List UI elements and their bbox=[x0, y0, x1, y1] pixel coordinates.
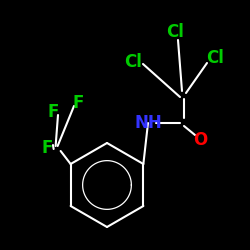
Text: F: F bbox=[41, 139, 53, 157]
Text: F: F bbox=[47, 103, 59, 121]
Text: Cl: Cl bbox=[166, 23, 184, 41]
Text: Cl: Cl bbox=[206, 49, 224, 67]
Text: NH: NH bbox=[134, 114, 162, 132]
Text: Cl: Cl bbox=[124, 53, 142, 71]
Text: F: F bbox=[72, 94, 84, 112]
Text: O: O bbox=[193, 131, 207, 149]
